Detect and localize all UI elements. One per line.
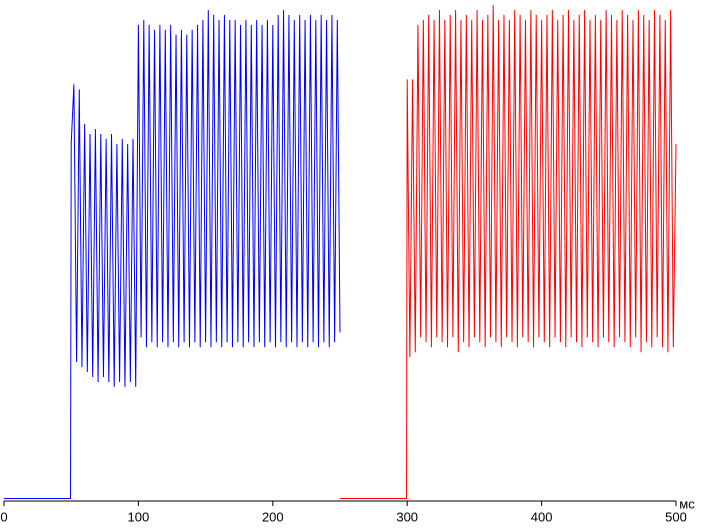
- x-axis-label: мс: [679, 496, 695, 511]
- signal-line: [340, 4, 677, 500]
- x-tick-label: 100: [128, 509, 150, 524]
- x-tick-label: 0: [0, 509, 7, 524]
- x-tick-label: 500: [665, 509, 687, 524]
- signal-line: [4, 9, 341, 500]
- x-tick-label: 400: [531, 509, 553, 524]
- x-tick-label: 300: [396, 509, 418, 524]
- x-tick-label: 200: [262, 509, 284, 524]
